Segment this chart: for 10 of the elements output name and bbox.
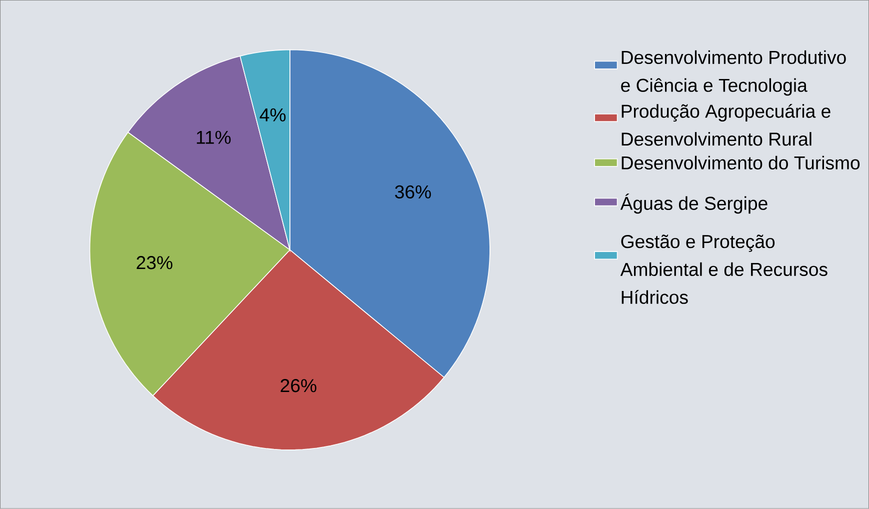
legend-label: Gestão e Proteção Ambiental e de Recursos Hídricos	[620, 234, 828, 304]
legend-label: Desenvolvimento do Turismo	[622, 156, 860, 170]
data-label: 11%	[196, 130, 231, 144]
data-label: 4%	[260, 108, 286, 122]
legend-label: Desenvolvimento Produtivo e Ciência e Tecnologia	[621, 50, 846, 96]
data-label: 36%	[395, 185, 431, 199]
legend-label: Produção Agropecuária e Desenvolvimento Rural	[622, 104, 830, 146]
data-label: 26%	[280, 379, 316, 392]
legend-label: Águas de Sergipe	[620, 194, 768, 214]
data-label: 23%	[136, 256, 172, 270]
